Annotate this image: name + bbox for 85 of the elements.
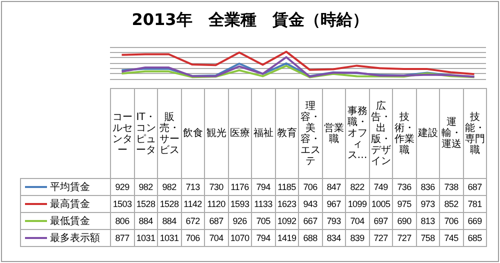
data-label: 730 xyxy=(204,178,228,196)
data-label: 839 xyxy=(346,230,369,246)
data-label: 877 xyxy=(110,230,134,246)
x-tick-label: 広告・出版・デザイン xyxy=(369,88,392,178)
data-label: 852 xyxy=(440,196,463,212)
data-label: 713 xyxy=(181,178,204,196)
data-label: 1099 xyxy=(346,196,369,212)
x-tick-label: 観光 xyxy=(204,88,228,178)
data-label: 706 xyxy=(181,230,204,246)
legend-label: 最高賃金 xyxy=(50,199,90,210)
data-label: 1528 xyxy=(134,196,158,212)
data-label: 1031 xyxy=(134,230,158,246)
x-tick-label: 福祉 xyxy=(252,88,275,178)
data-label: 727 xyxy=(369,230,392,246)
x-tick-label: IT・コンピュータ xyxy=(134,88,158,178)
data-label: 1176 xyxy=(228,178,252,196)
data-label: 667 xyxy=(298,212,322,230)
data-label: 727 xyxy=(392,230,416,246)
data-label: 672 xyxy=(181,212,204,230)
data-label: 926 xyxy=(228,212,252,230)
data-label: 1142 xyxy=(181,196,204,212)
x-tick-label: 技術・作業職 xyxy=(392,88,416,178)
data-label: 806 xyxy=(110,212,134,230)
data-label: 943 xyxy=(298,196,322,212)
data-label: 1092 xyxy=(275,212,298,230)
data-label: 982 xyxy=(158,178,181,196)
data-label: 975 xyxy=(392,196,416,212)
x-tick-label: 理容・美容・エステ xyxy=(298,88,322,178)
data-label: 690 xyxy=(392,212,416,230)
data-label: 1185 xyxy=(275,178,298,196)
data-label: 884 xyxy=(158,212,181,230)
data-label: 704 xyxy=(204,230,228,246)
data-label: 688 xyxy=(298,230,322,246)
data-label: 929 xyxy=(110,178,134,196)
data-label: 685 xyxy=(463,230,486,246)
data-label: 973 xyxy=(416,196,440,212)
chart-title: 2013年 全業種 賃金（時給） xyxy=(130,10,370,31)
data-label: 749 xyxy=(369,178,392,196)
data-label: 705 xyxy=(252,212,275,230)
data-label: 687 xyxy=(204,212,228,230)
data-label: 697 xyxy=(369,212,392,230)
x-tick-label: 技能・専門職 xyxy=(463,88,486,178)
legend-label: 最低賃金 xyxy=(50,216,90,227)
x-tick-label: 建設 xyxy=(416,88,440,178)
data-label: 1120 xyxy=(204,196,228,212)
data-label: 794 xyxy=(252,230,275,246)
data-label: 781 xyxy=(463,196,486,212)
data-label: 822 xyxy=(346,178,369,196)
data-label: 687 xyxy=(463,178,486,196)
x-tick-label: 運輸・運送 xyxy=(440,88,463,178)
x-tick-label: 販売・サービス xyxy=(158,88,181,178)
data-label: 813 xyxy=(416,212,440,230)
data-label: 738 xyxy=(440,178,463,196)
data-label: 745 xyxy=(440,230,463,246)
x-tick-label: 事務職・オフィス… xyxy=(346,88,369,178)
data-label: 836 xyxy=(416,178,440,196)
data-label: 884 xyxy=(134,212,158,230)
data-label: 847 xyxy=(322,178,346,196)
legend-label: 平均賃金 xyxy=(50,182,90,193)
x-tick-label: 医療 xyxy=(228,88,252,178)
data-label: 1419 xyxy=(275,230,298,246)
data-label: 1070 xyxy=(228,230,252,246)
data-label: 794 xyxy=(252,178,275,196)
data-label: 793 xyxy=(322,212,346,230)
data-label: 1005 xyxy=(369,196,392,212)
data-label: 1593 xyxy=(228,196,252,212)
data-label: 736 xyxy=(392,178,416,196)
data-label: 1031 xyxy=(158,230,181,246)
data-label: 706 xyxy=(440,212,463,230)
data-label: 1133 xyxy=(252,196,275,212)
x-tick-label: 営業職 xyxy=(322,88,346,178)
data-label: 758 xyxy=(416,230,440,246)
data-label: 967 xyxy=(322,196,346,212)
data-label: 706 xyxy=(298,178,322,196)
legend-label: 最多表示額 xyxy=(50,233,100,244)
x-tick-label: 教育 xyxy=(275,88,298,178)
data-label: 669 xyxy=(463,212,486,230)
data-label: 1623 xyxy=(275,196,298,212)
x-tick-label: 飲食 xyxy=(181,88,204,178)
data-label: 834 xyxy=(322,230,346,246)
data-label: 1503 xyxy=(110,196,134,212)
data-label: 1528 xyxy=(158,196,181,212)
x-tick-label: コールセンター xyxy=(110,88,134,178)
data-label: 982 xyxy=(134,178,158,196)
data-label: 704 xyxy=(346,212,369,230)
